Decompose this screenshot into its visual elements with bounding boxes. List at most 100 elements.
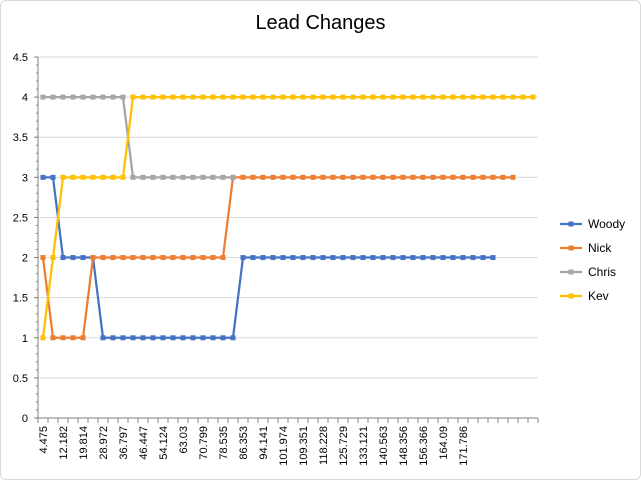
x-tick-label: 46.447 [138,426,150,460]
data-point-nick [190,255,196,261]
data-point-chris [200,174,206,180]
x-tick-label: 63.03 [178,426,190,454]
y-tick-label: 4 [22,92,28,104]
data-point-nick [470,174,476,180]
data-point-chris [60,94,66,100]
x-tick-label: 78.535 [218,426,230,460]
data-point-woody [260,255,266,261]
data-point-kev [380,94,386,100]
x-tick-label: 140.563 [378,426,390,466]
x-tick-label: 164.09 [438,426,450,460]
data-point-kev [260,94,266,100]
data-point-kev [80,174,86,180]
data-point-chris [190,174,196,180]
data-point-nick [460,174,466,180]
data-point-woody [300,255,306,261]
data-point-nick [270,174,276,180]
data-point-kev [230,94,236,100]
data-point-kev [190,94,196,100]
data-point-nick [430,174,436,180]
data-point-woody [230,335,236,341]
data-point-woody [80,255,86,261]
data-point-kev [480,94,486,100]
y-tick-label: 1 [22,333,28,345]
data-point-woody [70,255,76,261]
legend-marker-chris [568,269,574,275]
data-point-kev [530,94,536,100]
data-point-woody [280,255,286,261]
x-tick-label: 28.972 [98,426,110,460]
data-point-nick [160,255,166,261]
data-point-nick [70,335,76,341]
data-point-nick [140,255,146,261]
data-point-chris [150,174,156,180]
data-point-kev [40,335,46,341]
data-point-nick [380,174,386,180]
data-point-kev [200,94,206,100]
data-point-nick [510,174,516,180]
data-point-woody [450,255,456,261]
data-point-nick [400,174,406,180]
data-point-chris [100,94,106,100]
data-point-chris [80,94,86,100]
y-tick-label: 2 [22,253,28,265]
data-point-nick [50,335,56,341]
data-point-chris [110,94,116,100]
data-point-nick [370,174,376,180]
series [40,94,536,341]
data-point-nick [340,174,346,180]
data-point-kev [150,94,156,100]
data-point-woody [340,255,346,261]
y-tick-label: 4.5 [13,52,28,64]
data-point-chris [220,174,226,180]
data-point-nick [500,174,506,180]
data-point-woody [130,335,136,341]
data-point-kev [460,94,466,100]
data-point-chris [160,174,166,180]
data-point-nick [320,174,326,180]
data-point-woody [480,255,486,261]
data-point-woody [210,335,216,341]
data-point-kev [270,94,276,100]
data-point-woody [270,255,276,261]
legend-label-nick: Nick [588,241,612,255]
data-point-woody [370,255,376,261]
data-point-chris [120,94,126,100]
data-point-woody [410,255,416,261]
data-point-woody [320,255,326,261]
data-point-nick [290,174,296,180]
data-point-kev [400,94,406,100]
data-point-kev [290,94,296,100]
data-point-nick [360,174,366,180]
data-point-nick [210,255,216,261]
y-tick-label: 0 [22,413,28,425]
data-point-nick [410,174,416,180]
x-tick-label: 156.366 [418,426,430,466]
legend: Woody Nick Chris Kev [560,217,625,303]
data-point-woody [150,335,156,341]
data-point-nick [480,174,486,180]
data-point-nick [260,174,266,180]
series-line-woody [43,176,493,339]
data-point-kev [420,94,426,100]
data-point-kev [390,94,396,100]
data-point-woody [40,174,46,180]
data-point-kev [330,94,336,100]
data-point-kev [340,94,346,100]
chart-title: Lead Changes [255,12,386,34]
x-tick-label: 109.351 [298,426,310,466]
data-point-woody [240,255,246,261]
x-tick-label: 36.797 [118,426,130,460]
data-point-nick [300,174,306,180]
data-point-kev [350,94,356,100]
data-point-woody [440,255,446,261]
data-point-kev [300,94,306,100]
data-point-kev [110,174,116,180]
data-point-nick [130,255,136,261]
y-tick-label: 0.5 [13,373,28,385]
x-tick-label: 94.141 [258,426,270,460]
data-point-woody [490,255,496,261]
x-tick-label: 86.353 [238,426,250,460]
data-point-nick [390,174,396,180]
